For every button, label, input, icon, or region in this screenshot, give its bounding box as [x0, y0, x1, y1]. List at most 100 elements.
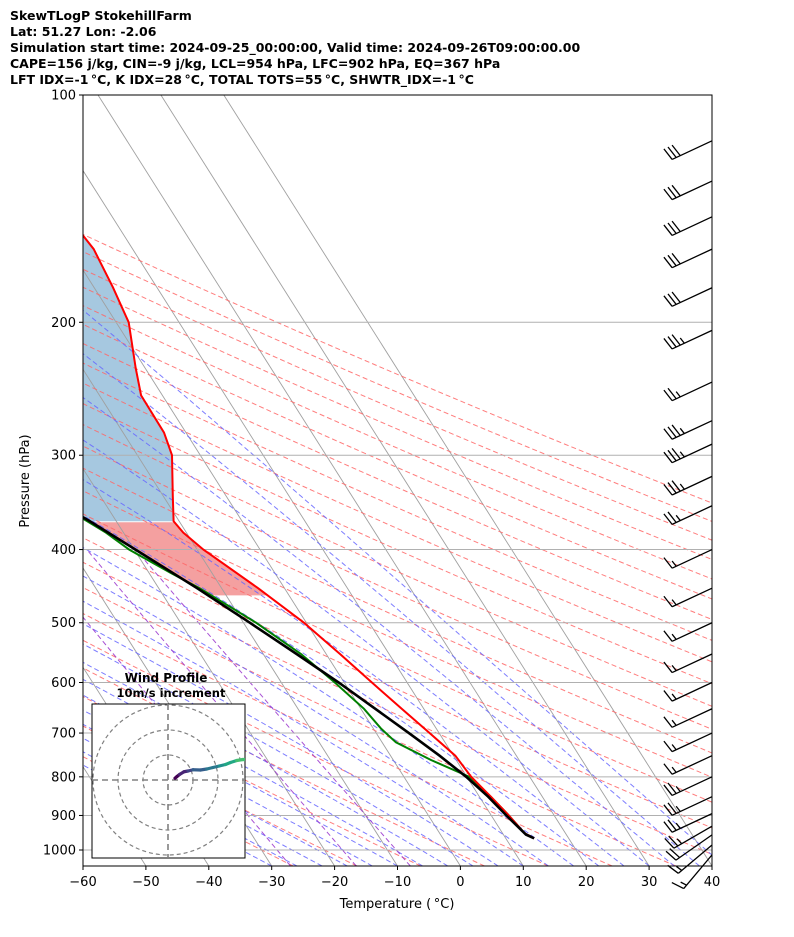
wind-barb-flag: [667, 864, 679, 874]
isotherm-line: [160, 95, 650, 866]
hodograph-inset: Wind Profile 10m/s increment: [91, 671, 255, 859]
wind-barb-shaft: [671, 653, 713, 674]
dry-adiabat-line: [83, 445, 712, 730]
moist-adiabat-line: [83, 575, 549, 866]
wind-barb-half-flag: [679, 483, 685, 490]
hodograph-title: Wind Profile: [125, 671, 208, 685]
wind-barb-flag: [667, 336, 677, 348]
index-line: LFT IDX=-1 °C, K IDX=28 °C, TOTAL TOTS=5…: [10, 72, 474, 87]
dry-adiabat-line: [83, 424, 712, 707]
wind-barb-flag: [663, 690, 673, 702]
wind-barb-flag: [663, 740, 673, 753]
wind-barb: [663, 329, 713, 350]
wind-barb-flag: [667, 146, 677, 158]
dry-adiabat-line: [83, 342, 712, 620]
wind-barb-shaft: [671, 796, 713, 816]
y-axis-label: Pressure (hPa): [18, 434, 33, 527]
wind-barb-flag: [667, 449, 677, 462]
wind-barb-shaft: [671, 216, 713, 237]
y-tick-label: 600: [51, 676, 76, 691]
wind-barb-flag: [667, 387, 677, 400]
wind-barb-flag: [663, 513, 673, 525]
wind-barb: [663, 443, 713, 464]
moist-adiabat-line: [83, 546, 574, 866]
wind-barb-flag: [671, 184, 681, 197]
wind-barb-half-flag: [675, 391, 681, 398]
time-line: Simulation start time: 2024-09-25_00:00:…: [10, 40, 581, 55]
x-axis-label: Temperature ( °C): [339, 897, 455, 912]
wind-barb: [663, 813, 713, 833]
dry-adiabat-line: [83, 251, 712, 522]
wind-barb-flag: [671, 480, 681, 492]
wind-barb: [663, 505, 713, 525]
wind-barb-half-flag: [671, 719, 677, 726]
x-tick-label: −10: [384, 875, 411, 890]
wind-barb: [663, 381, 713, 402]
wind-barb-shaft: [671, 622, 713, 642]
wind-barb: [663, 622, 713, 642]
wind-barb-shaft: [671, 287, 713, 307]
wind-barb-flag: [671, 334, 681, 346]
dry-adiabat-line: [83, 639, 549, 866]
wind-barb-flag: [668, 835, 679, 847]
wind-barbs: [663, 140, 713, 890]
x-tick-label: −60: [69, 875, 96, 890]
wind-barb-flag: [663, 256, 673, 269]
wind-barb-flag: [667, 426, 677, 438]
parcel-profile: [83, 515, 535, 840]
chart-header: SkewTLogP StokehillFarm Lat: 51.27 Lon: …: [10, 8, 580, 88]
wind-barb-flag: [663, 188, 673, 201]
temperature-profile: [83, 233, 535, 840]
wind-barb-shaft: [671, 587, 713, 608]
dry-adiabat-line: [83, 268, 712, 541]
wind-barb-shaft: [671, 140, 713, 161]
wind-barb-flag: [663, 557, 673, 569]
wind-barb-half-flag: [680, 881, 687, 886]
wind-barb: [663, 248, 713, 269]
wind-barb-flag: [663, 484, 673, 496]
dewpoint-profile: [83, 517, 535, 840]
wind-barb-half-flag: [676, 838, 683, 845]
mixing-ratio-line: [135, 549, 411, 866]
moist-adiabat-line: [83, 396, 675, 866]
wind-barb-shaft: [671, 732, 713, 753]
dry-adiabat-line: [83, 695, 421, 866]
x-tick-label: −30: [258, 875, 285, 890]
wind-barb-flag: [663, 451, 673, 464]
wind-barb-flag: [663, 763, 673, 775]
wind-barb: [663, 216, 713, 237]
cape-line: CAPE=156 j/kg, CIN=-9 j/kg, LCL=954 hPa,…: [10, 56, 501, 71]
wind-barb-shaft: [671, 681, 713, 702]
wind-barb-half-flag: [679, 427, 685, 434]
wind-barb-flag: [671, 447, 681, 460]
cape-area: [83, 235, 174, 522]
wind-barb-flag: [667, 482, 677, 494]
moist-adiabat-line: [83, 723, 348, 866]
moist-adiabat-line: [83, 309, 712, 856]
wind-barb-flag: [667, 802, 677, 814]
wind-barb-flag: [663, 148, 673, 160]
wind-barb-half-flag: [679, 337, 685, 344]
moist-adiabat-line: [83, 678, 423, 866]
wind-barb-half-flag: [675, 822, 681, 829]
hodograph-segment: [249, 759, 255, 761]
y-tick-label: 1000: [43, 844, 76, 859]
isotherm-line: [83, 865, 84, 866]
cape-cin-fills: [83, 235, 268, 596]
wind-barb: [663, 587, 713, 608]
wind-barb-shaft: [671, 505, 713, 525]
hodograph-subtitle: 10m/s increment: [117, 686, 226, 700]
wind-barb-flag: [663, 389, 673, 402]
wind-barb-shaft: [671, 475, 713, 496]
wind-barb-flag: [667, 293, 677, 305]
wind-barb-half-flag: [671, 766, 677, 773]
x-tick-label: 10: [515, 875, 532, 890]
background-lines: [83, 95, 712, 866]
wind-barb-flag: [663, 224, 673, 236]
wind-barb: [664, 825, 713, 849]
wind-barb-shaft: [671, 548, 713, 569]
wind-barb-shaft: [671, 381, 713, 402]
wind-barb-shaft: [671, 180, 713, 201]
wind-barb-flag: [671, 252, 681, 265]
y-tick-label: 300: [51, 449, 76, 464]
